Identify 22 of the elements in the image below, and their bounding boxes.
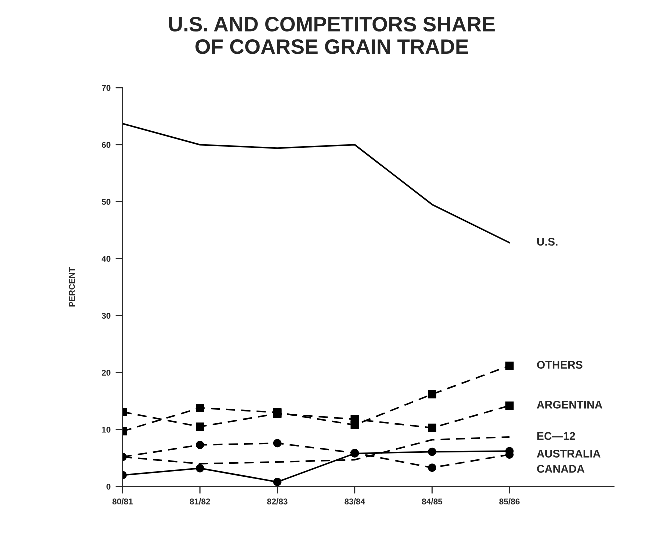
chart-title: U.S. AND COMPETITORS SHARE OF COARSE GRAIN TRADE	[169, 17, 495, 54]
y-tick-label: 60	[102, 142, 111, 148]
x-tick-label: 80/81	[112, 498, 134, 505]
text: OTHERS	[537, 361, 583, 369]
x-tick-label: 85/86	[500, 498, 520, 505]
text: ARGENTINA	[537, 400, 603, 409]
text: U.S.	[537, 238, 558, 246]
y-tick-label: 10	[102, 426, 111, 433]
y-tick-label: 30	[102, 313, 111, 319]
text: AUSTRALIA	[537, 450, 601, 458]
y-tick-label: 20	[102, 370, 111, 376]
y-tick-label: 50	[102, 199, 111, 206]
y-tick-label: 40	[102, 256, 111, 262]
text: EC—12	[538, 432, 576, 440]
x-tick-label: 83/84	[344, 498, 366, 505]
x-tick-label: 84/85	[422, 498, 443, 505]
y-axis-title: PERCENT	[69, 268, 76, 307]
x-tick-label: 82/83	[267, 498, 288, 505]
y-tick-label: 70	[102, 85, 111, 92]
y-tick-label: 0	[106, 484, 111, 490]
text: CANADA	[537, 465, 585, 473]
x-tick-label: 81/82	[190, 498, 210, 505]
